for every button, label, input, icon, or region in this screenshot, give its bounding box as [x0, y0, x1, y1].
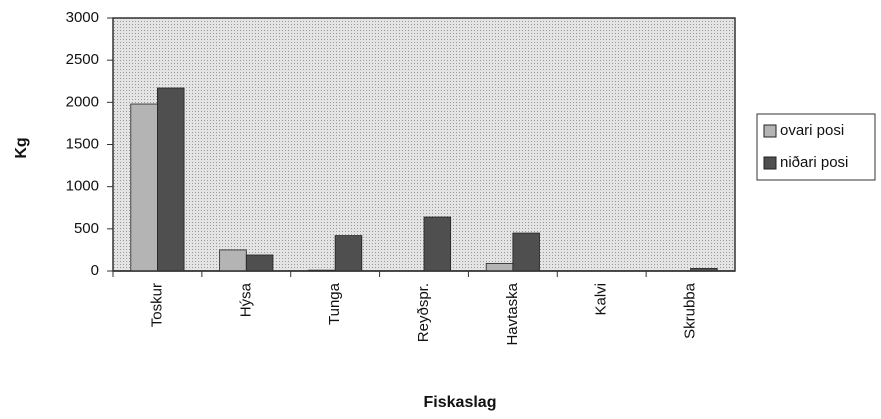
- y-axis-label: Kg: [13, 137, 30, 158]
- y-tick-label: 500: [74, 220, 99, 237]
- legend-swatch: [763, 156, 777, 170]
- legend-swatch: [763, 124, 777, 138]
- legend: [756, 113, 876, 181]
- y-tick-label: 0: [91, 262, 99, 279]
- y-tick-label: 1500: [66, 135, 99, 152]
- y-tick-label: 1000: [66, 178, 99, 195]
- y-tick-label: 2500: [66, 51, 99, 68]
- bar: [157, 87, 185, 272]
- x-tick-label: Toskur: [148, 283, 165, 327]
- x-tick-label: Havtaska: [504, 282, 521, 345]
- bar: [423, 216, 452, 272]
- y-tick-label: 3000: [66, 9, 99, 26]
- bar: [130, 103, 158, 272]
- x-tick-label: Kalvi: [593, 283, 610, 316]
- x-tick-label: Skrubba: [682, 282, 699, 339]
- bar: [334, 235, 363, 272]
- bar: [245, 254, 274, 272]
- legend-label: ovari posi: [780, 122, 844, 139]
- x-tick-label: Tunga: [326, 282, 343, 325]
- x-axis-label: Fiskaslag: [424, 394, 497, 411]
- bar: [219, 249, 247, 272]
- bar: [485, 263, 514, 272]
- x-tick-label: Hýsa: [237, 282, 254, 317]
- bar: [512, 232, 540, 272]
- y-tick-label: 2000: [66, 93, 99, 110]
- legend-label: niðari posi: [780, 154, 848, 171]
- x-tick-label: Reyðspr.: [415, 283, 432, 342]
